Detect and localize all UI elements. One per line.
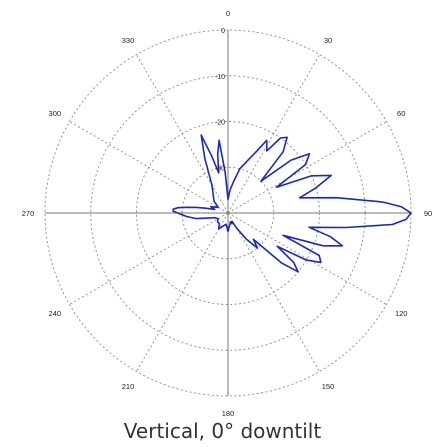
angle-tick-label: 270 — [22, 209, 35, 218]
angle-tick-label: 90 — [424, 209, 432, 218]
polar-chart: 0 30 60 90 120 150 180 210 240 270 300 330 0 -10 -20 -3… — [22, 9, 432, 416]
grid-spoke-300 — [69, 121, 229, 214]
grid-spoke-240 — [69, 212, 229, 305]
angle-tick-label: 150 — [322, 382, 335, 391]
pattern-trace-group — [172, 134, 412, 273]
grid-spoke-210 — [136, 212, 229, 372]
radial-tick-label: 0 — [221, 28, 225, 35]
angle-tick-label: 300 — [49, 109, 62, 118]
grid-spoke-60 — [227, 121, 387, 214]
angle-tick-label: 60 — [397, 109, 405, 118]
angle-tick-label: 120 — [395, 309, 408, 318]
polar-grid — [44, 29, 412, 397]
grid-spoke-30 — [227, 54, 320, 214]
angle-tick-label: 240 — [49, 309, 62, 318]
radial-tick-label: -30 — [215, 165, 225, 172]
pattern-series-0 — [172, 134, 412, 273]
grid-spoke-330 — [136, 54, 229, 214]
angle-tick-label: 0 — [226, 9, 230, 18]
radial-tick-label: -10 — [215, 74, 225, 81]
chart-title: Vertical, 0° downtilt — [123, 419, 322, 443]
angle-tick-label: 30 — [324, 36, 332, 45]
grid-spoke-150 — [227, 212, 320, 372]
grid-spoke-120 — [227, 212, 387, 305]
angle-tick-label: 330 — [122, 36, 135, 45]
axis-labels: 0 30 60 90 120 150 180 210 240 270 300 330 0 -10 -20 -3… — [22, 9, 432, 416]
angle-tick-label: 210 — [122, 382, 135, 391]
angle-tick-label: 180 — [222, 409, 235, 416]
radial-tick-label: -20 — [215, 120, 225, 127]
